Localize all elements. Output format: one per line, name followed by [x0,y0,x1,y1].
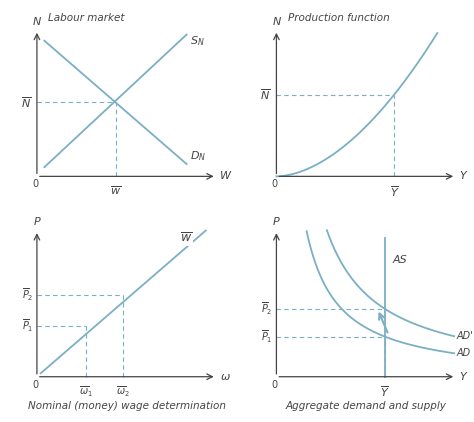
Text: 0: 0 [32,380,38,390]
Text: 0: 0 [32,179,38,189]
Text: W: W [220,171,231,181]
Text: P: P [34,217,40,227]
Text: Production function: Production function [288,13,390,23]
Text: 0: 0 [272,380,278,390]
Text: Aggregate demand and supply: Aggregate demand and supply [286,401,447,411]
Text: Y: Y [460,372,466,382]
Text: N: N [272,17,281,27]
Text: $\overline{P}_1$: $\overline{P}_1$ [261,329,273,345]
Text: $\overline{P}_2$: $\overline{P}_2$ [261,301,273,317]
Text: $S_N$: $S_N$ [191,34,205,48]
Text: $\overline{P}_2$: $\overline{P}_2$ [22,287,33,303]
Text: $\overline{w}$: $\overline{w}$ [110,184,121,197]
Text: $\overline{Y}$: $\overline{Y}$ [390,184,399,199]
Text: $D_N$: $D_N$ [191,149,207,163]
Text: $\omega$: $\omega$ [220,372,231,382]
Text: P: P [273,217,280,227]
Text: $\overline{Y}$: $\overline{Y}$ [380,384,390,399]
Text: AD': AD' [456,331,473,341]
Text: AD: AD [456,348,470,358]
Text: $\overline{w}$: $\overline{w}$ [181,232,193,246]
Text: Labour market: Labour market [48,13,125,23]
Text: 0: 0 [272,179,278,189]
Text: Y: Y [460,171,466,181]
Text: $\overline{N}$: $\overline{N}$ [21,95,31,110]
Text: $\overline{\omega}_2$: $\overline{\omega}_2$ [116,384,130,399]
Text: $\overline{N}$: $\overline{N}$ [261,87,271,102]
Text: Nominal (money) wage determination: Nominal (money) wage determination [28,401,226,411]
Text: $\overline{\omega}_1$: $\overline{\omega}_1$ [79,384,92,399]
Text: $\overline{P}_1$: $\overline{P}_1$ [22,318,33,334]
Text: N: N [33,17,41,27]
Text: AS: AS [392,254,407,265]
